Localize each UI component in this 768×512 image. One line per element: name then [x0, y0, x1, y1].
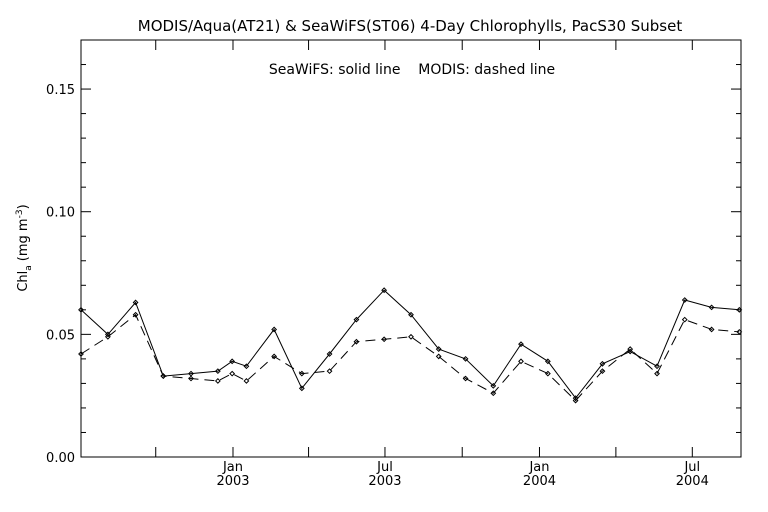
data-point-seawifs	[681, 297, 688, 303]
data-point-modis	[654, 370, 660, 377]
data-point-modis	[708, 326, 715, 333]
data-point-seawifs	[435, 346, 442, 352]
data-point-seawifs	[104, 331, 111, 338]
data-point-seawifs	[78, 306, 84, 313]
data-point-modis	[627, 346, 634, 352]
y-axis-label: Chla (mg m-3)	[15, 204, 34, 291]
series-line-modis	[80, 313, 740, 402]
x-tick-label-year: 2004	[676, 474, 709, 489]
x-tick-label-year: 2003	[216, 474, 249, 489]
x-tick-label-month: Jan	[222, 460, 243, 475]
data-point-modis	[214, 378, 221, 384]
data-point-seawifs	[544, 358, 551, 365]
data-point-modis	[160, 373, 167, 379]
x-tick-label-month: Jul	[376, 460, 393, 475]
x-tick-label-year: 2003	[368, 474, 401, 489]
data-point-seawifs	[654, 363, 660, 370]
data-point-seawifs	[381, 287, 388, 294]
data-point-modis	[408, 333, 414, 340]
y-label-close: )	[16, 204, 31, 209]
y-label-sub: a	[24, 265, 34, 271]
series-points	[78, 287, 743, 404]
data-point-seawifs	[271, 326, 278, 333]
data-point-seawifs	[132, 299, 139, 306]
data-point-seawifs	[229, 358, 236, 365]
data-point-modis	[243, 378, 250, 384]
series-lines	[80, 289, 740, 402]
y-label-exp: -3	[15, 209, 25, 218]
data-point-modis	[544, 370, 551, 377]
y-tick-label: 0.10	[46, 206, 75, 221]
data-point-seawifs	[326, 351, 333, 357]
y-tick-label: 0.05	[46, 328, 75, 343]
data-point-seawifs	[518, 341, 524, 348]
data-point-seawifs	[462, 355, 469, 362]
data-point-modis	[78, 351, 84, 357]
data-point-modis	[132, 311, 139, 318]
x-tick-label-month: Jul	[683, 460, 700, 475]
legend-annotation: SeaWiFS: solid line MODIS: dashed line	[269, 62, 555, 78]
data-point-modis	[271, 353, 278, 360]
data-point-seawifs	[599, 360, 606, 367]
data-point-seawifs	[572, 395, 579, 402]
x-tick-label-month: Jan	[528, 460, 549, 475]
data-point-modis	[298, 370, 305, 377]
data-point-modis	[435, 353, 442, 360]
data-point-modis	[326, 368, 333, 375]
data-point-modis	[462, 375, 469, 382]
data-point-seawifs	[353, 316, 360, 323]
data-point-seawifs	[408, 311, 414, 318]
data-point-modis	[188, 375, 194, 382]
data-point-modis	[104, 333, 111, 340]
y-label-main: Chl	[16, 271, 31, 292]
chart-title: MODIS/Aqua(AT21) & SeaWiFS(ST06) 4-Day C…	[138, 17, 683, 35]
plot-area: 0.000.050.100.15 Jan2003Jul2003Jan2004Ju…	[46, 39, 743, 489]
plot-frame	[80, 39, 742, 458]
y-tick-label: 0.15	[46, 83, 75, 98]
series-line-seawifs	[80, 289, 740, 399]
data-point-modis	[353, 338, 360, 345]
data-point-seawifs	[736, 306, 743, 313]
y-tick-label: 0.00	[46, 451, 75, 466]
y-axis: 0.00 0.05 0.10 0.15	[46, 39, 741, 466]
data-point-modis	[229, 370, 236, 377]
data-point-modis	[490, 390, 497, 397]
x-tick-label-year: 2004	[523, 474, 556, 489]
data-point-modis	[572, 397, 579, 404]
data-point-modis	[681, 316, 688, 323]
data-point-modis	[736, 328, 743, 335]
data-point-seawifs	[627, 348, 634, 355]
data-point-seawifs	[214, 368, 221, 375]
data-point-modis	[381, 336, 388, 343]
data-point-seawifs	[708, 304, 715, 311]
data-point-seawifs	[490, 382, 497, 389]
data-point-seawifs	[243, 363, 250, 370]
data-point-modis	[518, 358, 524, 365]
data-point-seawifs	[298, 385, 305, 392]
y-label-unit: (mg m	[16, 218, 31, 261]
data-point-modis	[599, 368, 606, 375]
